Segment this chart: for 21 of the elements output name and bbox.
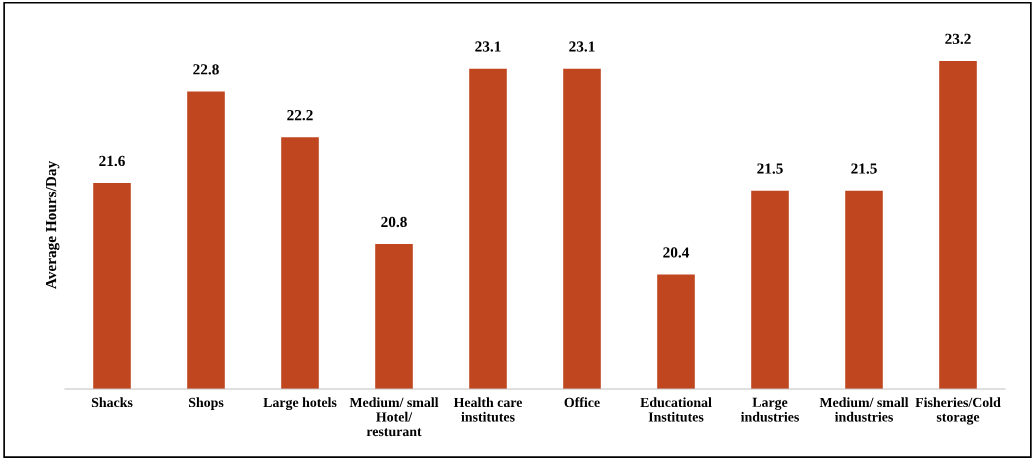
data-label: 21.6 (99, 155, 125, 167)
data-label: 23.2 (945, 33, 971, 45)
data-label: 21.5 (757, 163, 783, 174)
x-tick-label: Large hotels (263, 397, 337, 411)
data-label: 20.4 (663, 247, 690, 258)
data-label: 22.8 (193, 64, 219, 75)
data-label: 23.1 (569, 41, 595, 52)
x-tick-label: Office (564, 397, 600, 408)
x-tick-label: Educational Institutes (640, 397, 712, 422)
x-tick-label: Medium/ small industries (819, 397, 909, 422)
x-tick-label: Large industries (740, 397, 799, 422)
data-label: 21.5 (851, 163, 877, 174)
data-label: 23.1 (475, 41, 501, 52)
x-tick-label: Shops (188, 397, 224, 410)
x-tick-label: Fisheries/Cold storage (915, 397, 1001, 425)
data-label: 20.8 (381, 216, 407, 228)
x-tick-label: Shacks (91, 397, 133, 408)
x-tick-label: Medium/ small Hotel/ resturant (349, 397, 439, 437)
data-label: 22.2 (287, 110, 313, 121)
x-tick-label: Health care institutes (453, 397, 523, 422)
y-axis-title: Average Hours/Day (45, 161, 60, 289)
